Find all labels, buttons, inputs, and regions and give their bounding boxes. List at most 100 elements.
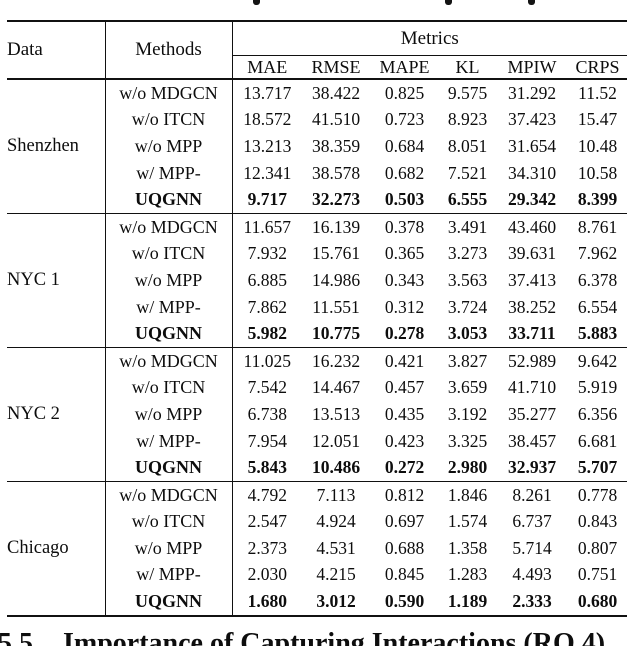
metric-value: 0.343 (384, 269, 425, 290)
metric-value: 1.283 (447, 564, 488, 585)
metric-value: 1.574 (447, 511, 488, 532)
metric-value: 0.312 (384, 296, 425, 317)
metric-value: 4.924 (316, 511, 356, 532)
metric-value: 11.52 (578, 82, 617, 103)
metric-value: 4.215 (316, 564, 356, 585)
table-row: NYC 2 w/o MDGCN 11.025 16.232 0.421 3.827 52.9… (7, 346, 628, 482)
cropped-text-fragment (253, 0, 260, 5)
metric-value: 31.292 (507, 82, 557, 103)
header-metric-rmse: RMSE (302, 55, 370, 80)
metric-value: 41.710 (507, 377, 557, 398)
metric-value: 35.277 (507, 403, 557, 424)
method-label: UQGNN (105, 454, 233, 482)
metric-value: 10.486 (311, 457, 361, 478)
metric-value: 3.491 (439, 212, 496, 241)
metric-value: 3.325 (447, 430, 488, 451)
table-row: w/ MPP- 7.862 11.551 0.312 3.724 38.252 6.554 (7, 293, 627, 321)
metric-value: 13.717 (243, 82, 292, 103)
table-row: w/o MPP 2.373 4.531 0.688 1.358 5.714 0.807 (7, 535, 627, 562)
method-label: w/o MDGCN (105, 212, 233, 241)
metric-value: 0.807 (577, 537, 618, 558)
metric-value: 38.578 (311, 162, 361, 183)
metric-value: 0.435 (384, 403, 425, 424)
metric-value: 0.778 (568, 480, 628, 509)
metric-value: 0.697 (384, 511, 425, 532)
metric-value: 1.680 (247, 591, 287, 612)
section-heading: 5.5 Importance of Capturing Interactions … (0, 628, 640, 646)
method-label: w/o ITCN (105, 374, 233, 402)
table-row: UQGNN 5.843 10.486 0.272 2.980 32.937 5.707 (7, 454, 627, 482)
table-row: w/o ITCN 2.547 4.924 0.697 1.574 6.737 0.843 (7, 508, 627, 536)
metric-value: 7.962 (577, 243, 618, 264)
metric-value: 10.58 (577, 162, 618, 183)
metric-value: 11.025 (232, 346, 302, 375)
metric-value: 8.051 (447, 135, 488, 156)
method-label: w/o MPP (105, 133, 233, 160)
metric-value: 38.422 (311, 82, 361, 103)
cropped-text-fragment (445, 0, 452, 5)
metric-value: 3.724 (447, 296, 488, 317)
metric-value: 2.547 (247, 511, 287, 532)
dataset-block: Chicago w/o MDGCN 4.792 7.113 0.812 1.846 8.26… (7, 480, 628, 616)
method-label: w/o MDGCN (105, 79, 233, 107)
ablation-table-wrapper: Data Methods Metrics MAE RMSE MAPE KL MP… (7, 20, 628, 617)
metric-value: 13.513 (311, 403, 361, 424)
metric-value: 37.423 (507, 109, 557, 130)
metric-value: 6.885 (247, 269, 287, 290)
metric-value: 0.423 (384, 430, 425, 451)
table-row: w/o MPP 6.885 14.986 0.343 3.563 37.413 6.378 (7, 267, 627, 294)
dataset-label: Chicago (7, 480, 106, 616)
metric-value: 6.738 (247, 403, 287, 424)
metric-value: 9.717 (247, 189, 287, 210)
metric-value: 0.365 (384, 243, 425, 264)
metric-value: 0.825 (384, 82, 425, 103)
table-row: w/o ITCN 18.572 41.510 0.723 8.923 37.423 15.4… (7, 106, 627, 134)
method-label: w/o MPP (105, 535, 233, 562)
metric-value: 0.272 (384, 457, 425, 478)
metric-value: 3.659 (447, 377, 488, 398)
metric-value: 5.843 (247, 457, 287, 478)
metric-value: 0.723 (384, 109, 425, 130)
metric-value: 3.827 (439, 346, 496, 375)
metric-value: 7.521 (447, 162, 488, 183)
table-row: w/o ITCN 7.932 15.761 0.365 3.273 39.631 7.962 (7, 240, 627, 268)
table-row: w/ MPP- 12.341 38.578 0.682 7.521 34.310 10.58 (7, 159, 627, 187)
metric-value: 18.572 (243, 109, 292, 130)
metric-value: 3.192 (447, 403, 488, 424)
metric-value: 11.657 (232, 212, 302, 241)
metric-value: 0.684 (384, 135, 425, 156)
metric-value: 8.761 (568, 212, 628, 241)
metric-value: 8.261 (496, 480, 568, 509)
method-label: w/o ITCN (105, 106, 233, 134)
metric-value: 3.012 (316, 591, 356, 612)
metric-value: 6.356 (577, 403, 618, 424)
metric-value: 16.139 (302, 212, 370, 241)
metric-value: 5.919 (577, 377, 618, 398)
metric-value: 2.980 (447, 457, 488, 478)
metric-value: 52.989 (496, 346, 568, 375)
header-metric-mape: MAPE (370, 55, 439, 80)
method-label: UQGNN (105, 320, 233, 348)
table-row: w/o MPP 13.213 38.359 0.684 8.051 31.654 10.48 (7, 133, 627, 160)
metric-value: 10.48 (577, 135, 618, 156)
metric-value: 3.053 (447, 323, 488, 344)
metric-value: 15.761 (311, 243, 361, 264)
dataset-label: Shenzhen (7, 79, 106, 214)
metric-value: 12.341 (243, 162, 292, 183)
metric-value: 5.883 (577, 323, 618, 344)
metric-value: 4.531 (316, 537, 356, 558)
metric-value: 10.775 (311, 323, 361, 344)
metric-value: 7.542 (247, 377, 287, 398)
metric-value: 7.862 (247, 296, 287, 317)
table-header: Data Methods Metrics MAE RMSE MAPE KL MP… (7, 21, 628, 80)
metric-value: 14.467 (311, 377, 361, 398)
metric-value: 9.642 (568, 346, 628, 375)
metric-value: 37.413 (507, 269, 557, 290)
metric-value: 0.843 (577, 511, 618, 532)
metric-value: 6.737 (512, 511, 552, 532)
metric-value: 1.189 (447, 591, 488, 612)
metric-value: 12.051 (311, 430, 361, 451)
metric-value: 0.503 (384, 189, 425, 210)
method-label: w/o MDGCN (105, 346, 233, 375)
section-title: Importance of Capturing Interactions (RQ… (63, 628, 606, 646)
